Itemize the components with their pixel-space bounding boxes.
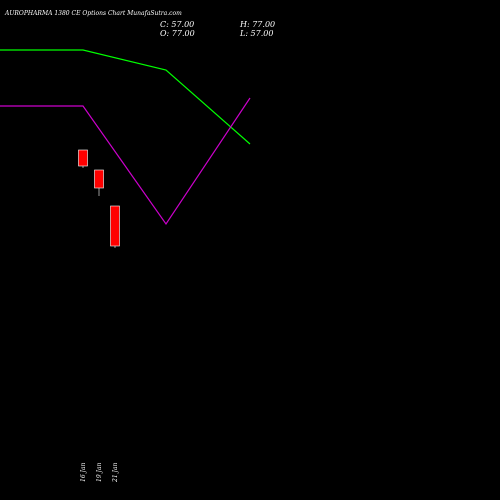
x-tick-label: 16 Jan xyxy=(80,462,87,482)
close-value: C: 57.00 xyxy=(160,20,195,29)
candle-body-2 xyxy=(94,169,104,189)
indicator-line-1 xyxy=(0,49,251,145)
x-tick-label: 21 Jan xyxy=(112,462,119,483)
high-value: H: 77.00 xyxy=(240,20,276,29)
x-axis-labels: 16 Jan 19 Jan 21 Jan xyxy=(80,462,119,483)
candles xyxy=(78,149,120,248)
candle-body-1 xyxy=(78,149,88,167)
candle-body-3 xyxy=(110,205,120,247)
chart-title: AUROPHARMA 1380 CE Options Chart MunafaS… xyxy=(5,10,182,17)
open-value: O: 77.00 xyxy=(160,29,195,38)
indicator-lines xyxy=(0,49,251,226)
low-value: L: 57.00 xyxy=(240,29,274,38)
indicator-line-2 xyxy=(0,97,251,226)
x-tick-label: 19 Jan xyxy=(96,462,103,482)
